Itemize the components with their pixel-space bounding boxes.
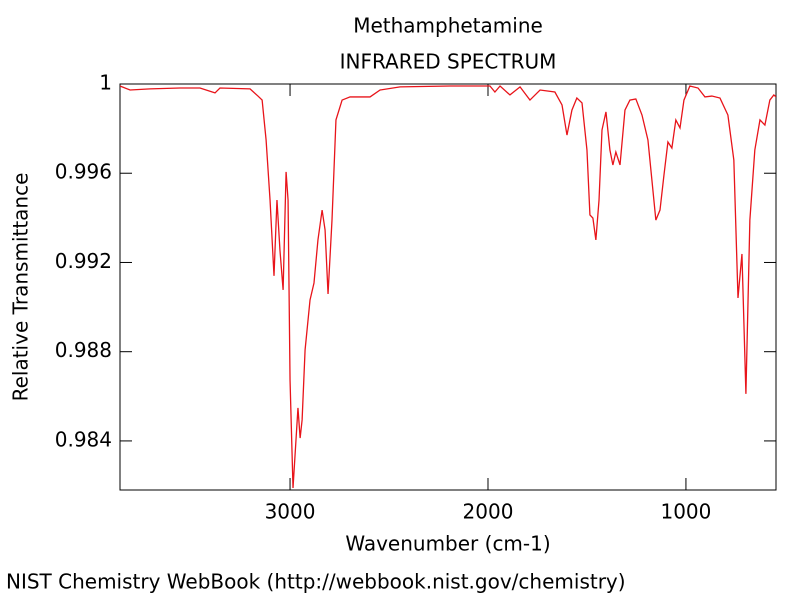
y-tick-label: 0.988 xyxy=(55,338,112,362)
spectrum-line xyxy=(120,85,776,489)
x-tick-label: 2000 xyxy=(463,500,514,524)
plot-frame xyxy=(119,83,777,491)
chart-title: Methamphetamine xyxy=(353,14,543,38)
y-axis-label: Relative Transmittance xyxy=(9,173,33,402)
y-tick-label: 0.992 xyxy=(55,249,112,273)
source-note: NIST Chemistry WebBook (http://webbook.n… xyxy=(6,570,626,594)
y-tick-label: 1 xyxy=(99,71,112,95)
x-axis-label: Wavenumber (cm-1) xyxy=(345,532,550,556)
chart-subtitle: INFRARED SPECTRUM xyxy=(340,50,557,74)
x-tick-label: 1000 xyxy=(660,500,711,524)
x-tick-label: 3000 xyxy=(265,500,316,524)
y-tick-label: 0.996 xyxy=(55,160,112,184)
y-tick-label: 0.984 xyxy=(55,427,112,451)
